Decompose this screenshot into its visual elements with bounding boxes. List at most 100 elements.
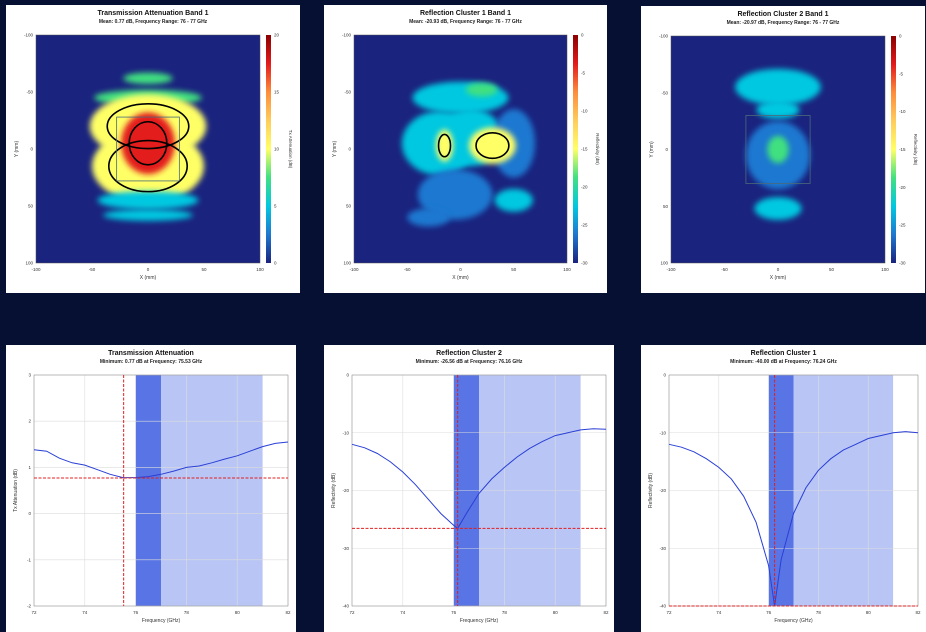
heatmap-region: [735, 68, 821, 106]
y-tick-label: -20: [659, 488, 666, 493]
colorbar-tick-label: -15: [899, 147, 906, 152]
y-tick-label: 0: [30, 147, 33, 152]
chart-subtitle: Mean: 0.77 dB, Frequency Range: 76 - 77 …: [99, 19, 208, 25]
x-axis-label: X (mm): [452, 275, 469, 281]
colorbar-tick-label: -5: [899, 71, 903, 76]
colorbar: [266, 35, 271, 263]
x-tick-label: 78: [184, 610, 190, 615]
y-tick-label: -10: [342, 430, 349, 435]
y-tick-label: -40: [659, 604, 666, 609]
colorbar-tick-label: -10: [899, 109, 906, 114]
y-tick-label: -30: [342, 546, 349, 551]
x-tick-label: -100: [349, 267, 359, 272]
chart-title: Transmission Attenuation: [108, 350, 194, 357]
x-tick-label: 78: [816, 610, 822, 615]
x-axis-label: X (mm): [770, 275, 787, 281]
y-tick-label: -40: [342, 604, 349, 609]
y-tick-label: -100: [659, 34, 669, 39]
colorbar-tick-label: 0: [581, 33, 584, 38]
heatmap-region: [767, 135, 789, 164]
colorbar-tick-label: 0: [274, 261, 277, 266]
x-tick-label: 0: [147, 267, 150, 272]
colorbar-tick-label: -20: [899, 185, 906, 190]
plot-border: [351, 374, 607, 607]
x-tick-label: -100: [31, 267, 41, 272]
heatmap-field: [735, 68, 821, 220]
plot-border: [35, 34, 261, 264]
colorbar-tick-label: -30: [899, 261, 906, 266]
colorbar-tick-label: -30: [581, 261, 588, 266]
colorbar-label: Reflectivity (dB): [913, 134, 918, 166]
heatmap-region: [754, 197, 802, 220]
heatmap-panel-tx-attenuation: Transmission Attenuation Band 1 Mean: 0.7…: [6, 5, 300, 293]
heatmap-field: [89, 72, 207, 221]
line-panel-reflection-cluster-2: Reflection Cluster 2 Minimum: -26.56 dB a…: [324, 345, 614, 632]
y-tick-label: -50: [344, 90, 351, 95]
y-tick-label: -10: [659, 430, 666, 435]
threshold-contour: [108, 139, 189, 193]
colorbar-tick-label: -20: [581, 185, 588, 190]
line-panel-tx-attenuation: Transmission Attenuation Minimum: 0.77 dB…: [6, 345, 296, 632]
chart-subtitle: Minimum: 0.77 dB at Frequency: 75.53 GHz: [100, 359, 203, 365]
heatmap-panel-reflection-cluster-2: Reflection Cluster 2 Band 1 Mean: -20.97 …: [641, 6, 925, 293]
line-panel-reflection-cluster-1: Reflection Cluster 1 Minimum: -40.00 dB a…: [641, 345, 926, 632]
colorbar-tick-label: 10: [274, 147, 280, 152]
x-tick-label: -50: [89, 267, 96, 272]
heatmap-tx-attenuation: Transmission Attenuation Band 1 Mean: 0.7…: [14, 10, 293, 281]
y-axis-label: Y (mm): [332, 141, 338, 158]
x-tick-label: 74: [400, 610, 406, 615]
chart-title: Reflection Cluster 2: [436, 350, 502, 357]
heatmap-region: [417, 169, 493, 220]
colorbar-label: Tx Attenuation (dB): [288, 130, 293, 169]
y-axis-label: Reflectivity (dB): [648, 473, 654, 508]
y-axis-label: Y (mm): [14, 141, 20, 158]
plot-border: [353, 34, 568, 264]
heatmap-region: [494, 188, 533, 212]
y-tick-label: 0: [28, 511, 31, 516]
colorbar: [891, 36, 896, 263]
chart-title: Transmission Attenuation Band 1: [98, 10, 209, 17]
colorbar-tick-label: -10: [581, 109, 588, 114]
chart-title: Reflection Cluster 1 Band 1: [420, 10, 511, 17]
series-line: [33, 441, 289, 479]
line-chart-reflection-cluster-2: Reflection Cluster 2 Minimum: -26.56 dB a…: [331, 350, 609, 624]
y-tick-label: 50: [28, 204, 34, 209]
heatmap-panel-reflection-cluster-1: Reflection Cluster 1 Band 1 Mean: -20.93 …: [324, 5, 607, 293]
threshold-contour: [475, 132, 510, 160]
x-tick-label: 76: [766, 610, 772, 615]
x-tick-label: 72: [666, 610, 672, 615]
x-tick-label: 74: [716, 610, 722, 615]
y-tick-label: 50: [346, 204, 352, 209]
frequency-band-light: [161, 375, 263, 606]
y-tick-label: -100: [24, 33, 34, 38]
x-tick-label: 0: [459, 267, 462, 272]
heatmap-region: [103, 209, 193, 221]
y-axis-label: Reflectivity (dB): [331, 473, 337, 508]
x-tick-label: 100: [881, 267, 889, 272]
colorbar-tick-label: 0: [899, 34, 902, 39]
chart-subtitle: Mean: -20.93 dB, Frequency Range: 76 - 7…: [409, 19, 522, 25]
x-tick-label: 0: [777, 267, 780, 272]
line-chart-reflection-cluster-1: Reflection Cluster 1 Minimum: -40.00 dB a…: [648, 350, 921, 624]
y-tick-label: 1: [28, 465, 31, 470]
x-tick-label: -50: [404, 267, 411, 272]
y-axis-label: Y (mm): [649, 141, 655, 158]
x-tick-label: 82: [603, 610, 609, 615]
frequency-band-dark: [135, 375, 161, 606]
x-tick-label: -50: [721, 267, 728, 272]
colorbar-label: Reflectivity (dB): [595, 133, 600, 165]
colorbar-tick-label: 20: [274, 33, 280, 38]
x-axis-label: Frequency (GHz): [460, 618, 499, 624]
heatmap-region: [123, 72, 173, 85]
x-tick-label: 80: [866, 610, 872, 615]
y-tick-label: -1: [27, 557, 31, 562]
y-tick-label: 2: [28, 419, 31, 424]
x-tick-label: 50: [829, 267, 835, 272]
heatmap-region: [407, 208, 450, 227]
heatmap-region: [97, 191, 199, 210]
plot-border: [670, 35, 886, 264]
x-tick-label: 76: [451, 610, 457, 615]
y-tick-label: -2: [27, 604, 31, 609]
measurement-frame: [116, 116, 180, 182]
y-tick-label: 100: [343, 261, 351, 266]
